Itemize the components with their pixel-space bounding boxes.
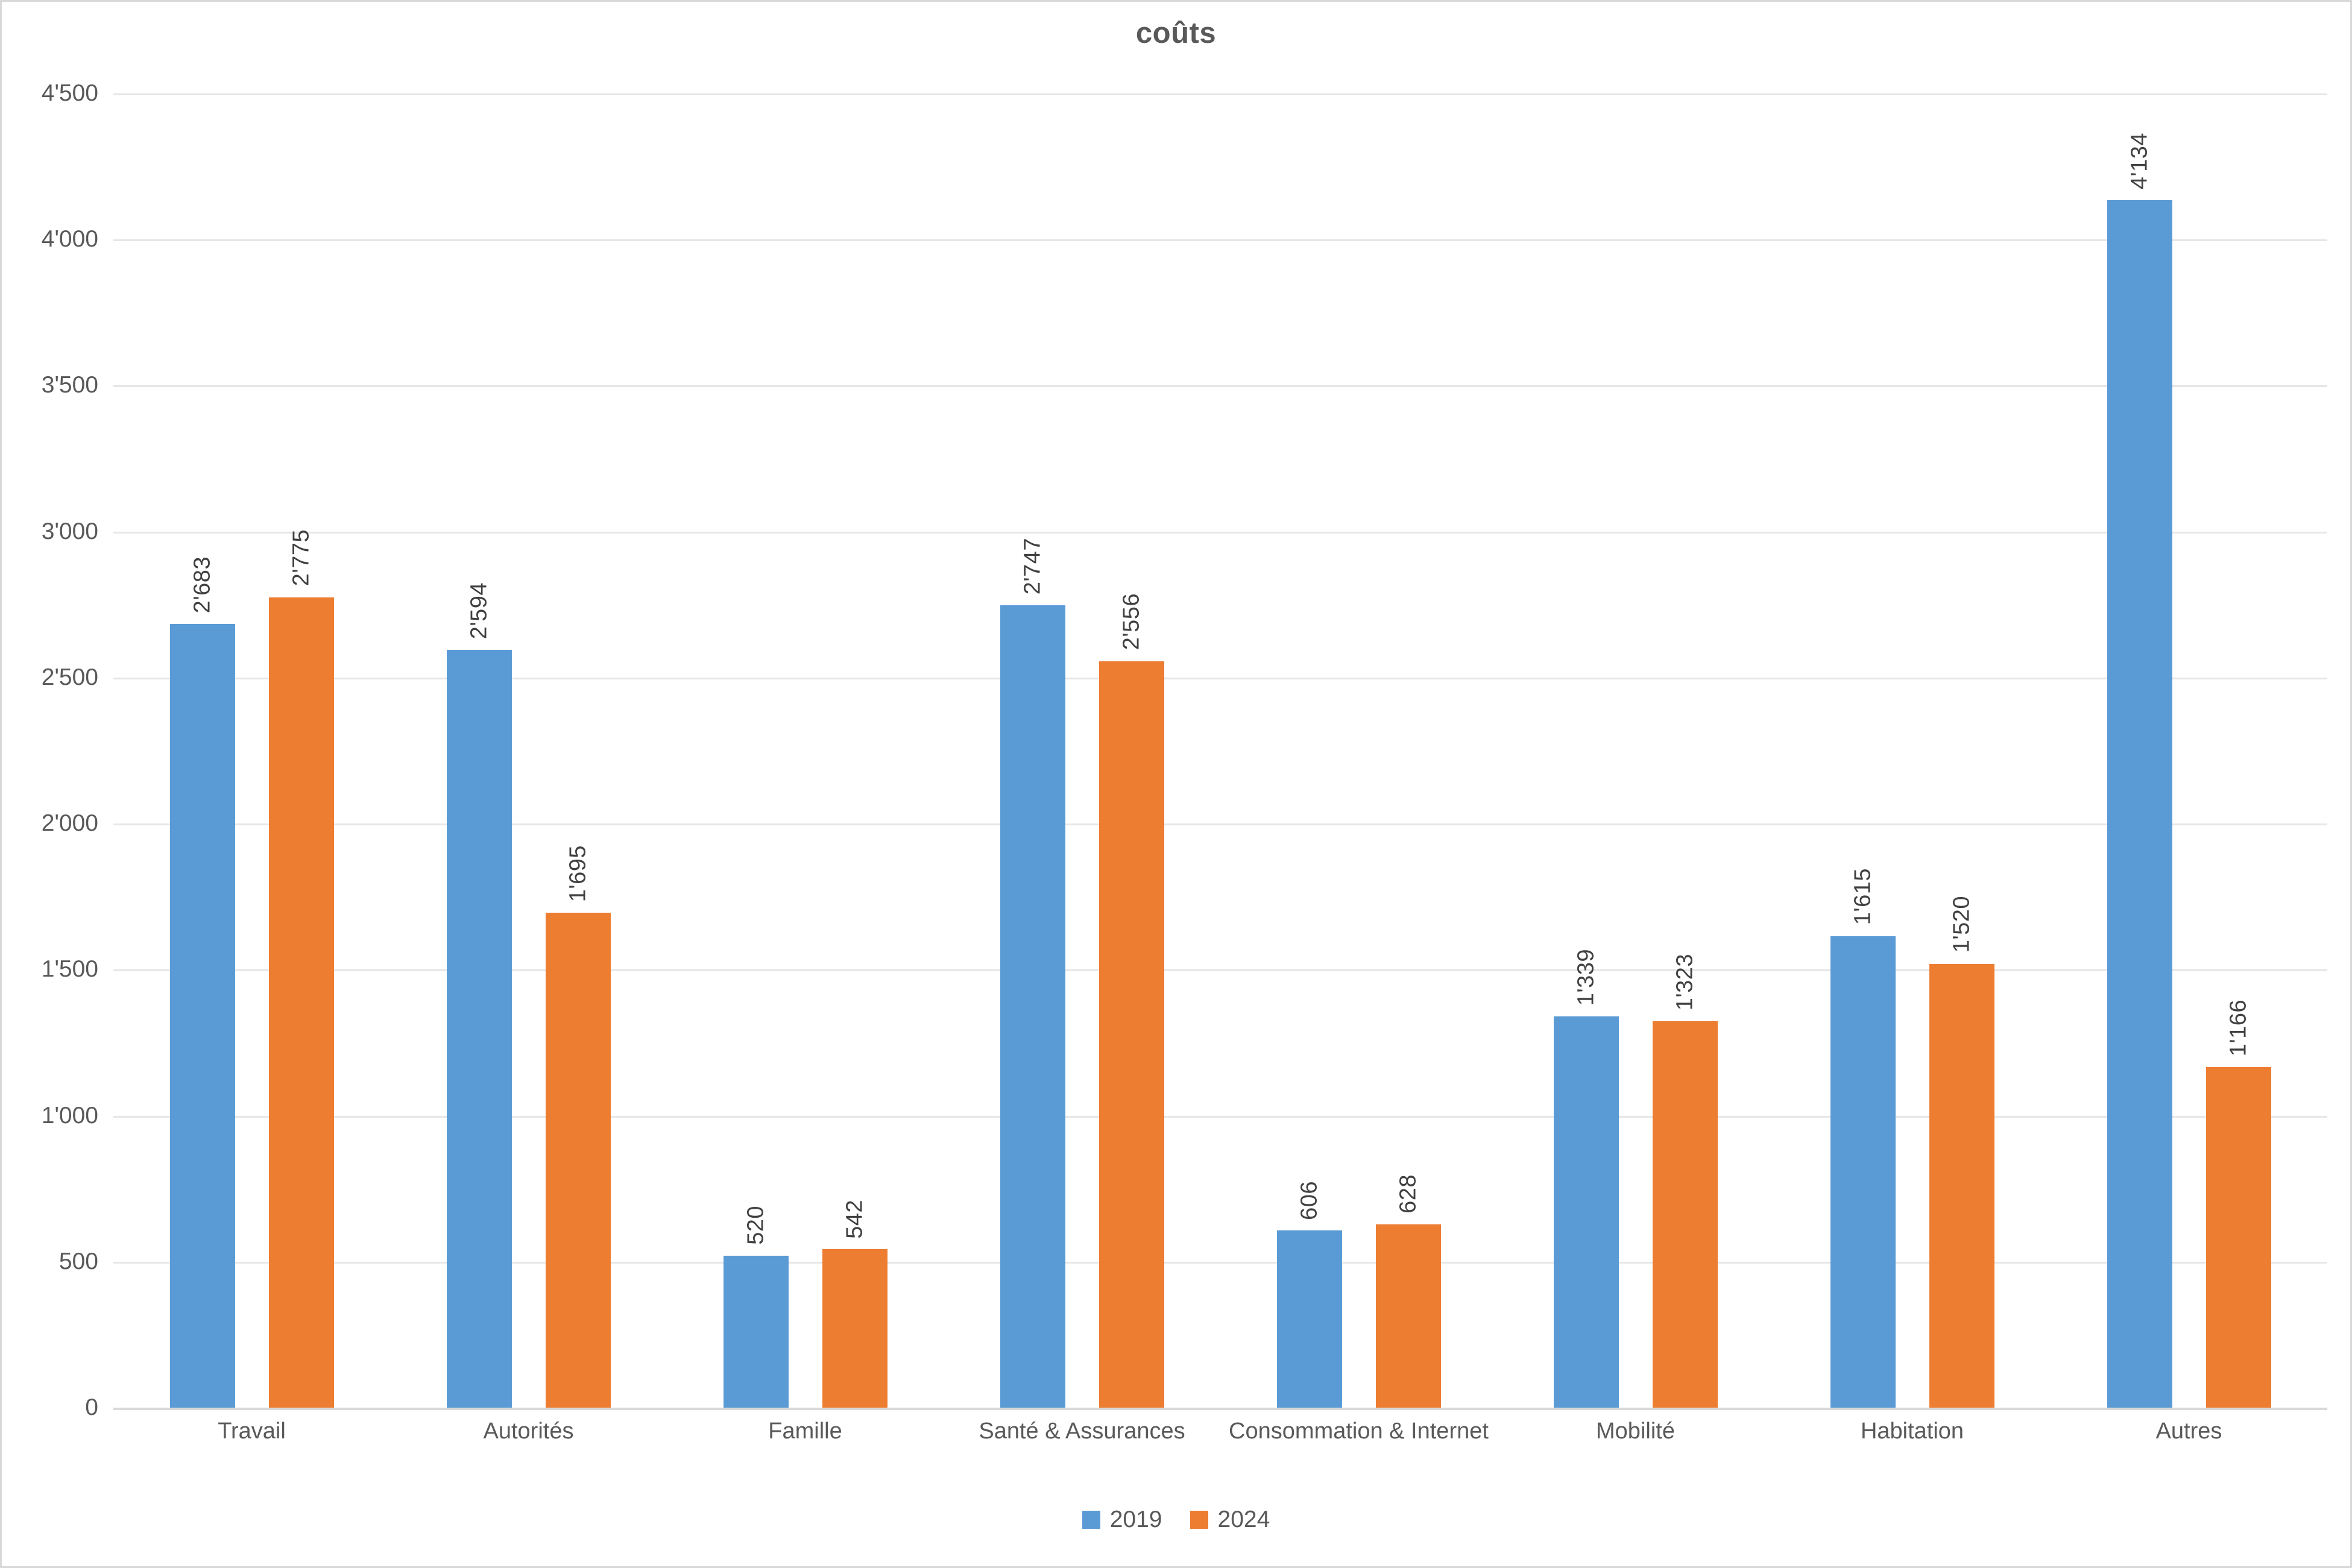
x-axis-tick-label: Consommation & Internet: [1229, 1418, 1489, 1444]
bar-2024[interactable]: [1375, 1224, 1441, 1408]
x-axis: Travail Autorités Famille Santé & Assurance…: [113, 1418, 2327, 1444]
bar-slot: 542: [822, 93, 888, 1408]
y-axis-tick-label: 2'000: [41, 810, 98, 837]
bar-value-label: 628: [1395, 1174, 1420, 1214]
bar-group: 606 628: [1220, 93, 1497, 1408]
x-axis-tick-label: Autorités: [483, 1418, 574, 1444]
x-axis-tick-label: Autres: [2155, 1418, 2222, 1444]
bar-slot: 2'556: [1099, 93, 1164, 1408]
x-axis-tick-label: Famille: [768, 1418, 842, 1444]
y-axis-tick-label: 1'500: [41, 956, 98, 983]
y-axis-tick-label: 500: [58, 1248, 98, 1274]
bar-group: 2'683 2'775: [113, 93, 390, 1408]
bar-2019[interactable]: [723, 1256, 789, 1408]
gridline: [113, 239, 2327, 242]
bar-value-label: 1'166: [2225, 999, 2251, 1057]
y-axis-tick-label: 4'500: [41, 80, 98, 106]
bar-slot: 2'775: [268, 93, 334, 1408]
bar-slot: 1'339: [1553, 93, 1619, 1408]
chart-title: coûts: [1135, 17, 1217, 49]
bar-group: 4'134 1'166: [2051, 93, 2327, 1408]
bar-slot: 2'747: [1000, 93, 1065, 1408]
y-axis-tick-label: 4'000: [41, 226, 98, 253]
bar-2024[interactable]: [1929, 963, 1994, 1408]
bar-2024[interactable]: [545, 912, 611, 1408]
gridline: [113, 969, 2327, 972]
y-axis-tick-label: 3'000: [41, 518, 98, 544]
bar-2024[interactable]: [1652, 1021, 1718, 1408]
bar-slot: 2'683: [169, 93, 235, 1408]
y-axis: 0 500 1'000 1'500 2'000 2'500 3'000 3'500 4'000 4…: [2, 80, 98, 1420]
bar-group: 1'615 1'520: [1774, 93, 2051, 1408]
bar-value-label: 542: [842, 1199, 867, 1239]
bar-2024[interactable]: [822, 1249, 888, 1408]
bar-2019[interactable]: [1553, 1016, 1619, 1408]
bar-value-label: 606: [1296, 1180, 1322, 1220]
bar-group: 1'339 1'323: [1497, 93, 1774, 1408]
bar-group: 2'594 1'695: [390, 93, 667, 1408]
bar-2019[interactable]: [446, 650, 512, 1408]
legend-label: 2024: [1217, 1507, 1270, 1532]
bar-2024[interactable]: [1099, 661, 1164, 1408]
y-axis-tick-label: 1'000: [41, 1102, 98, 1129]
gridline: [113, 531, 2327, 534]
bar-value-label: 2'594: [466, 582, 491, 640]
bar-value-label: 4'134: [2127, 133, 2152, 190]
bar-group: 2'747 2'556: [944, 93, 1220, 1408]
x-axis-tick-label: Santé & Assurances: [979, 1418, 1185, 1444]
legend-item-2024[interactable]: 2024: [1190, 1508, 1270, 1531]
bar-slot: 1'323: [1652, 93, 1718, 1408]
bar-value-label: 1'695: [565, 845, 590, 902]
legend-label: 2019: [1109, 1507, 1162, 1532]
bar-slot: 628: [1375, 93, 1441, 1408]
chart-legend: 2019 2024: [2, 1508, 2350, 1531]
gridline: [113, 1115, 2327, 1118]
axis-baseline: [113, 1408, 2327, 1410]
bar-value-label: 2'556: [1118, 593, 1144, 650]
bar-value-label: 1'339: [1573, 949, 1598, 1006]
bar-value-label: 2'683: [189, 556, 215, 614]
bar-value-label: 1'615: [1850, 868, 1875, 925]
legend-swatch-icon: [1190, 1510, 1208, 1529]
bar-slot: 1'166: [2205, 93, 2271, 1408]
y-axis-tick-label: 2'500: [41, 664, 98, 690]
y-axis-tick-label: 0: [85, 1394, 98, 1420]
legend-swatch-icon: [1082, 1510, 1100, 1529]
y-axis-tick-label: 3'500: [41, 372, 98, 398]
x-axis-tick-label: Travail: [218, 1418, 286, 1444]
bar-slot: 2'594: [446, 93, 512, 1408]
bar-value-label: 1'323: [1672, 953, 1697, 1011]
bar-value-label: 2'775: [288, 529, 314, 587]
bar-slot: 4'134: [2107, 93, 2172, 1408]
bar-value-label: 2'747: [1020, 537, 1045, 595]
bar-2019[interactable]: [1276, 1230, 1342, 1408]
gridline: [113, 823, 2327, 826]
bar-group: 520 542: [667, 93, 944, 1408]
bar-slot: 1'695: [545, 93, 611, 1408]
gridline: [113, 677, 2327, 679]
bar-value-label: 1'520: [1949, 896, 1974, 953]
plot-area: [113, 93, 2327, 1410]
bar-2019[interactable]: [2107, 200, 2172, 1408]
bar-slot: 1'615: [1830, 93, 1896, 1408]
gridline: [113, 1261, 2327, 1264]
x-axis-tick-label: Mobilité: [1596, 1418, 1675, 1444]
gridline: [113, 93, 2327, 95]
bar-slot: 606: [1276, 93, 1342, 1408]
bar-groups: 2'683 2'775 2'594 1'695 520 542 2'747 2'556 606 6…: [113, 93, 2327, 1408]
bar-value-label: 520: [743, 1206, 768, 1245]
bar-2019[interactable]: [1830, 936, 1896, 1408]
bar-2019[interactable]: [1000, 605, 1065, 1408]
bar-2019[interactable]: [169, 624, 235, 1408]
bar-slot: 1'520: [1929, 93, 1994, 1408]
bar-2024[interactable]: [2205, 1067, 2271, 1408]
bar-2024[interactable]: [268, 597, 334, 1408]
bar-slot: 520: [723, 93, 789, 1408]
gridline: [113, 385, 2327, 388]
legend-item-2019[interactable]: 2019: [1082, 1508, 1162, 1531]
x-axis-tick-label: Habitation: [1860, 1418, 1964, 1444]
